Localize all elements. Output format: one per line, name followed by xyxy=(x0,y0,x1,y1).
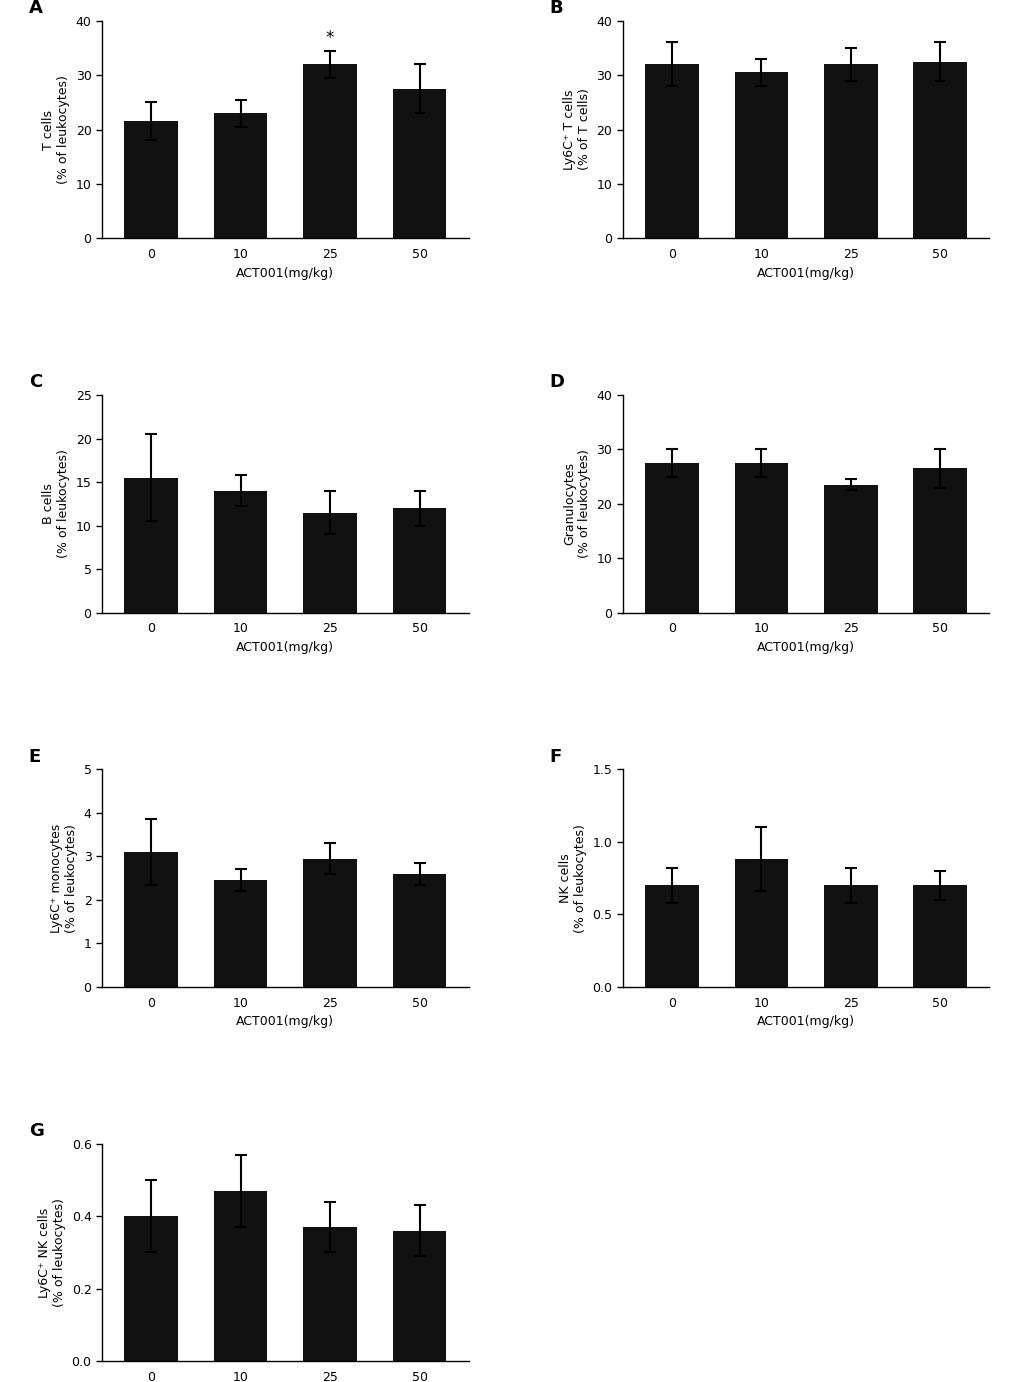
Text: D: D xyxy=(549,373,564,391)
Bar xyxy=(392,509,446,612)
Bar xyxy=(303,513,357,612)
X-axis label: ACT001(mg/kg): ACT001(mg/kg) xyxy=(236,641,334,654)
Bar xyxy=(124,853,178,987)
Text: *: * xyxy=(325,29,334,47)
Y-axis label: Granulocytes
(% of leukocytes): Granulocytes (% of leukocytes) xyxy=(562,449,590,558)
Bar xyxy=(392,1231,446,1361)
Bar xyxy=(124,478,178,612)
Y-axis label: Ly6C⁺ monocytes
(% of leukocytes): Ly6C⁺ monocytes (% of leukocytes) xyxy=(50,824,77,933)
X-axis label: ACT001(mg/kg): ACT001(mg/kg) xyxy=(756,267,854,279)
Y-axis label: Ly6C⁺ NK cells
(% of leukocytes): Ly6C⁺ NK cells (% of leukocytes) xyxy=(38,1198,66,1307)
X-axis label: ACT001(mg/kg): ACT001(mg/kg) xyxy=(236,267,334,279)
Bar xyxy=(214,113,267,238)
Text: B: B xyxy=(549,0,562,17)
Y-axis label: Ly6C⁺ T cells
(% of T cells): Ly6C⁺ T cells (% of T cells) xyxy=(562,88,590,170)
X-axis label: ACT001(mg/kg): ACT001(mg/kg) xyxy=(756,1016,854,1028)
Bar xyxy=(392,873,446,987)
Text: F: F xyxy=(549,748,561,766)
Bar xyxy=(214,880,267,987)
Bar xyxy=(214,1191,267,1361)
Bar xyxy=(734,860,788,987)
Bar xyxy=(124,122,178,238)
Bar xyxy=(124,1216,178,1361)
Bar xyxy=(303,1227,357,1361)
Bar xyxy=(823,886,876,987)
Bar xyxy=(644,463,698,612)
Y-axis label: T cells
(% of leukocytes): T cells (% of leukocytes) xyxy=(42,75,70,184)
Bar xyxy=(734,463,788,612)
Bar xyxy=(644,886,698,987)
Bar xyxy=(644,64,698,238)
Bar xyxy=(912,62,966,238)
Bar xyxy=(912,468,966,612)
Bar xyxy=(912,886,966,987)
Y-axis label: NK cells
(% of leukocytes): NK cells (% of leukocytes) xyxy=(558,824,586,933)
Bar xyxy=(392,88,446,238)
Bar xyxy=(734,72,788,238)
Bar xyxy=(214,491,267,612)
Text: A: A xyxy=(29,0,43,17)
Bar xyxy=(823,485,876,612)
X-axis label: ACT001(mg/kg): ACT001(mg/kg) xyxy=(236,1016,334,1028)
X-axis label: ACT001(mg/kg): ACT001(mg/kg) xyxy=(756,641,854,654)
Bar xyxy=(303,64,357,238)
Text: C: C xyxy=(29,373,42,391)
Y-axis label: B cells
(% of leukocytes): B cells (% of leukocytes) xyxy=(42,449,70,558)
Bar xyxy=(823,64,876,238)
Text: E: E xyxy=(29,748,41,766)
Bar xyxy=(303,858,357,987)
Text: G: G xyxy=(29,1122,44,1140)
